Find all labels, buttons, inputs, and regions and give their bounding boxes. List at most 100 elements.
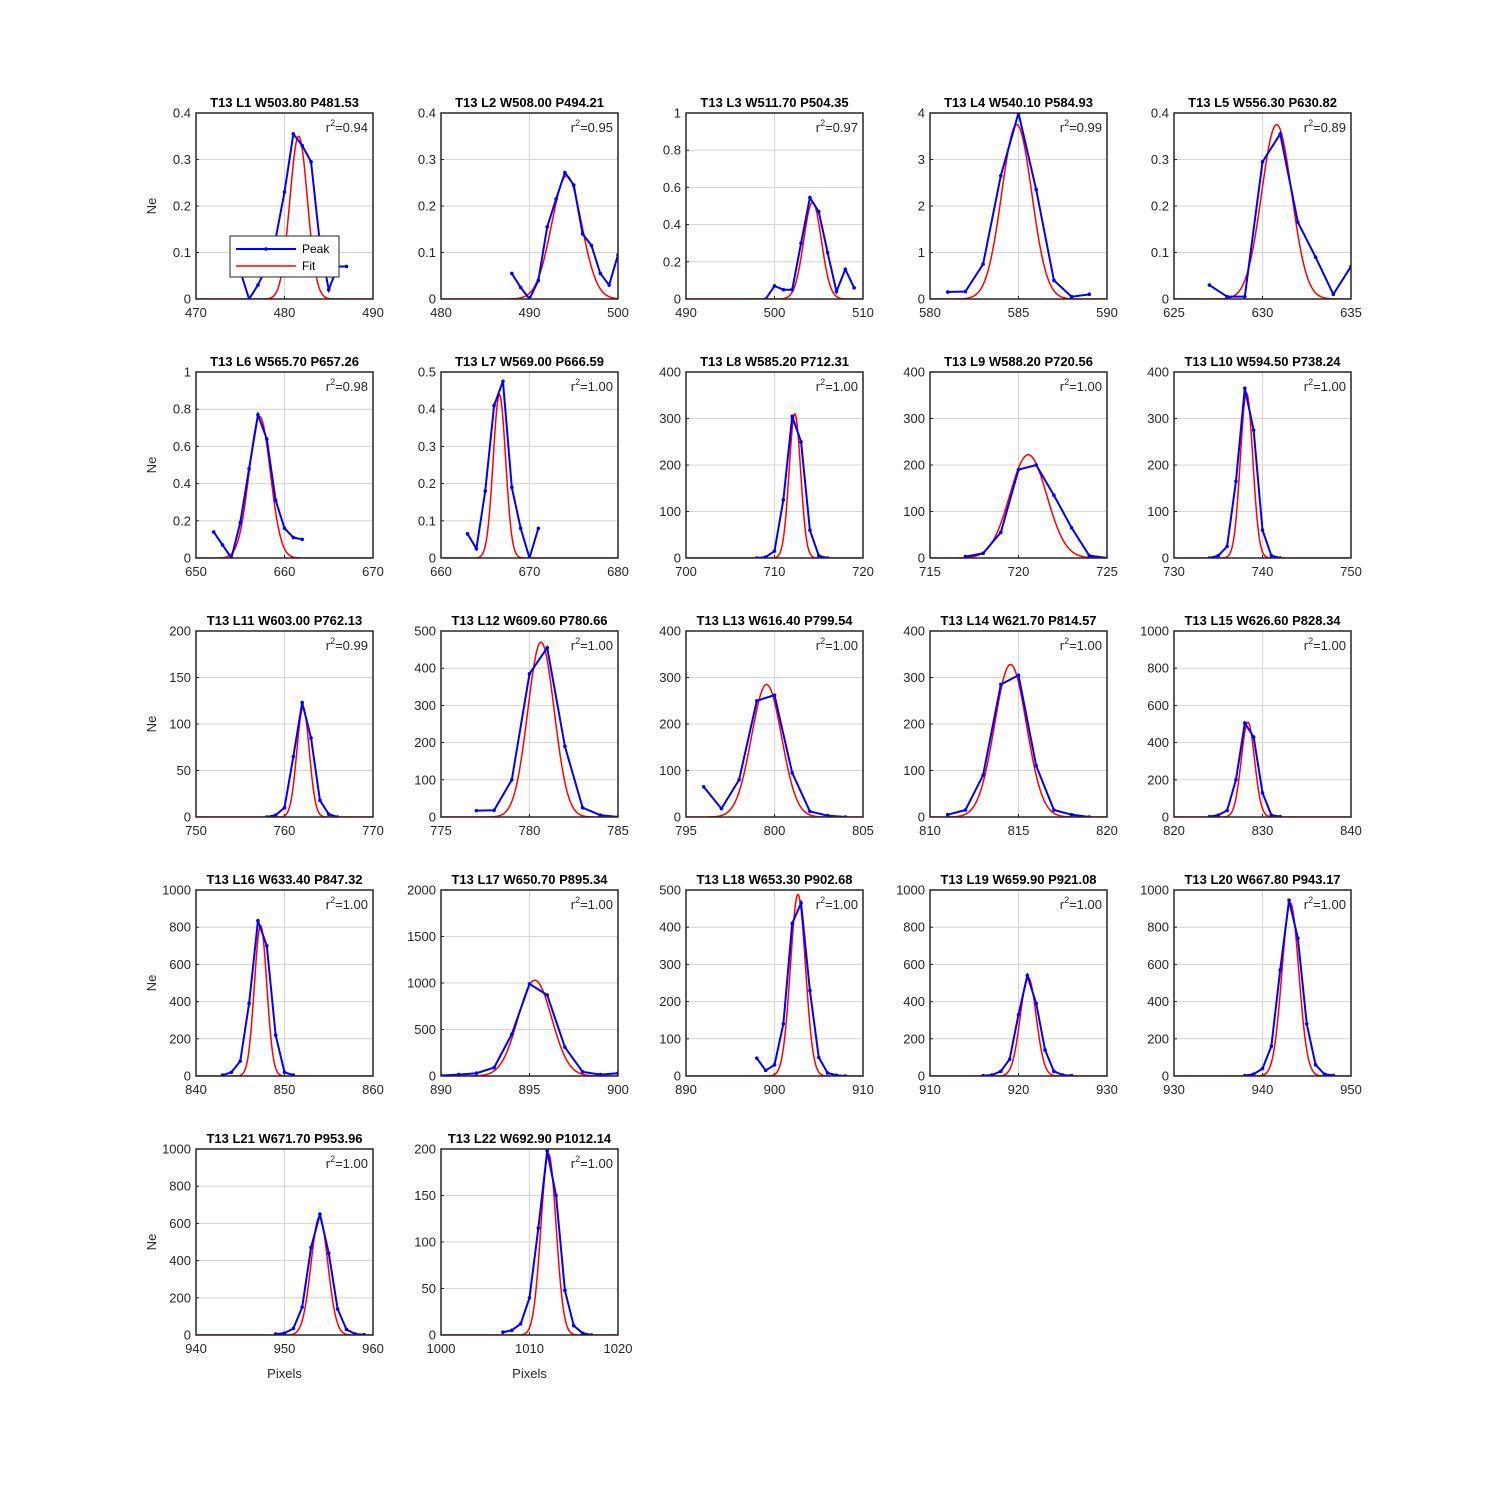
peak-point bbox=[1251, 1072, 1256, 1076]
r2-annotation: r2=0.94 bbox=[326, 118, 368, 135]
y-tick-label: 0 bbox=[1162, 1069, 1169, 1084]
r2-annotation: r2=1.00 bbox=[816, 377, 858, 394]
x-tick-label: 840 bbox=[1340, 823, 1362, 838]
peak-point bbox=[492, 808, 496, 813]
y-tick-label: 0.1 bbox=[418, 245, 436, 260]
peak-point bbox=[527, 671, 532, 676]
y-tick-label: 600 bbox=[1147, 698, 1169, 713]
peak-point bbox=[825, 1071, 830, 1075]
y-tick-label: 100 bbox=[903, 504, 925, 519]
x-tick-label: 480 bbox=[430, 305, 452, 320]
fit-curve bbox=[1174, 123, 1351, 299]
peak-point bbox=[474, 546, 479, 551]
subplot-2: 0 0.1 0.2 0.3 0.4 480 490 500 T13 L2 W508.00 P49… bbox=[418, 95, 629, 320]
x-tick-label: 840 bbox=[185, 1082, 207, 1097]
subplot-title: T13 L8 W585.20 P712.31 bbox=[700, 354, 849, 369]
plot-area bbox=[930, 971, 1107, 1076]
x-tick-label: 950 bbox=[274, 1341, 296, 1356]
peak-point bbox=[772, 1063, 777, 1067]
y-tick-label: 0.1 bbox=[173, 245, 191, 260]
peak-point bbox=[1087, 292, 1092, 297]
peak-point bbox=[781, 1022, 786, 1026]
x-axis-label: Pixels bbox=[267, 1366, 302, 1381]
y-tick-label: 0.3 bbox=[418, 439, 436, 454]
peak-point bbox=[300, 700, 305, 705]
y-tick-label: 200 bbox=[169, 1290, 191, 1305]
peak-point bbox=[554, 197, 558, 201]
y-tick-label: 400 bbox=[1147, 994, 1169, 1009]
peak-point bbox=[963, 289, 968, 294]
r2-annotation: r2=1.00 bbox=[1304, 636, 1346, 653]
axes-box bbox=[195, 1148, 374, 1336]
peak-point bbox=[999, 682, 1003, 687]
x-tick-label: 715 bbox=[919, 564, 941, 579]
peak-point bbox=[273, 813, 278, 817]
subplot-title: T13 L13 W616.40 P799.54 bbox=[696, 613, 853, 628]
y-tick-label: 0.2 bbox=[418, 476, 436, 491]
peak-point bbox=[527, 1296, 532, 1300]
r2-annotation: r2=1.00 bbox=[326, 1154, 368, 1171]
peak-point bbox=[755, 1056, 759, 1060]
peak-point bbox=[799, 241, 803, 245]
peak-point bbox=[563, 170, 567, 175]
subplot-title: T13 L21 W671.70 P953.96 bbox=[206, 1131, 362, 1146]
peak-point bbox=[816, 209, 821, 214]
y-axis-label: Ne bbox=[144, 975, 159, 992]
x-tick-label: 710 bbox=[764, 564, 786, 579]
peak-point bbox=[1331, 292, 1336, 297]
x-tick-label: 910 bbox=[852, 1082, 874, 1097]
subplot-11: 0 50 100 150 200 750 760 770 T13 L11 W603.00 P76… bbox=[144, 613, 384, 838]
y-tick-label: 100 bbox=[1147, 504, 1169, 519]
y-axis-label: Ne bbox=[144, 1234, 159, 1251]
x-tick-label: 820 bbox=[1163, 823, 1185, 838]
peak-point bbox=[247, 466, 251, 471]
peak-point bbox=[981, 773, 985, 777]
y-tick-label: 0.4 bbox=[418, 402, 436, 417]
subplot-20: 0 200 400 600 800 1000 930 940 950 T13 L20 W667.8… bbox=[1140, 872, 1362, 1097]
axes-box bbox=[440, 889, 619, 1077]
subplot-5: 0 0.1 0.2 0.3 0.4 625 630 635 T13 L5 W556.30 P63… bbox=[1151, 95, 1362, 320]
y-tick-label: 400 bbox=[903, 994, 925, 1009]
x-tick-label: 960 bbox=[362, 1341, 384, 1356]
peak-point bbox=[1260, 160, 1265, 164]
y-tick-label: 600 bbox=[903, 957, 925, 972]
peak-point bbox=[1016, 467, 1021, 472]
peak-point bbox=[1043, 1048, 1047, 1052]
peak-point bbox=[999, 530, 1003, 535]
subplot-22: 0 50 100 150 200 1000 1010 1020 T13 L22 W692.90 … bbox=[414, 1131, 632, 1381]
peak-point bbox=[326, 812, 331, 817]
peak-point bbox=[825, 250, 830, 255]
y-axis-label: Ne bbox=[144, 716, 159, 733]
y-tick-label: 0 bbox=[429, 292, 436, 307]
peak-point bbox=[1069, 812, 1074, 817]
x-tick-label: 820 bbox=[1096, 823, 1118, 838]
peak-point bbox=[1052, 493, 1056, 498]
peak-point bbox=[1034, 463, 1038, 467]
y-tick-label: 0.5 bbox=[418, 365, 436, 380]
y-tick-label: 0 bbox=[674, 292, 681, 307]
peak-point bbox=[300, 1305, 305, 1309]
x-tick-label: 850 bbox=[274, 1082, 296, 1097]
subplot-12: 0 100 200 300 400 500 775 780 785 T13 L12 W609.60… bbox=[414, 613, 629, 838]
peak-point bbox=[344, 1327, 349, 1332]
r2-annotation: r2=0.95 bbox=[571, 118, 613, 135]
x-tick-label: 750 bbox=[185, 823, 207, 838]
x-tick-label: 670 bbox=[519, 564, 541, 579]
peak-point bbox=[808, 809, 812, 814]
x-tick-label: 890 bbox=[430, 1082, 452, 1097]
r2-annotation: r2=1.00 bbox=[571, 636, 613, 653]
y-tick-label: 200 bbox=[659, 717, 681, 732]
y-tick-label: 300 bbox=[903, 411, 925, 426]
peak-point bbox=[790, 287, 794, 292]
peak-point bbox=[527, 982, 532, 986]
y-tick-label: 0.2 bbox=[663, 254, 681, 269]
y-tick-label: 300 bbox=[903, 670, 925, 685]
peak-point bbox=[799, 439, 803, 444]
x-tick-label: 800 bbox=[764, 823, 786, 838]
peak-point bbox=[291, 1326, 296, 1331]
peak-point bbox=[1225, 808, 1229, 813]
y-tick-label: 0.4 bbox=[173, 476, 191, 491]
y-tick-label: 0 bbox=[429, 1328, 436, 1343]
subplot-title: T13 L10 W594.50 P738.24 bbox=[1184, 354, 1341, 369]
